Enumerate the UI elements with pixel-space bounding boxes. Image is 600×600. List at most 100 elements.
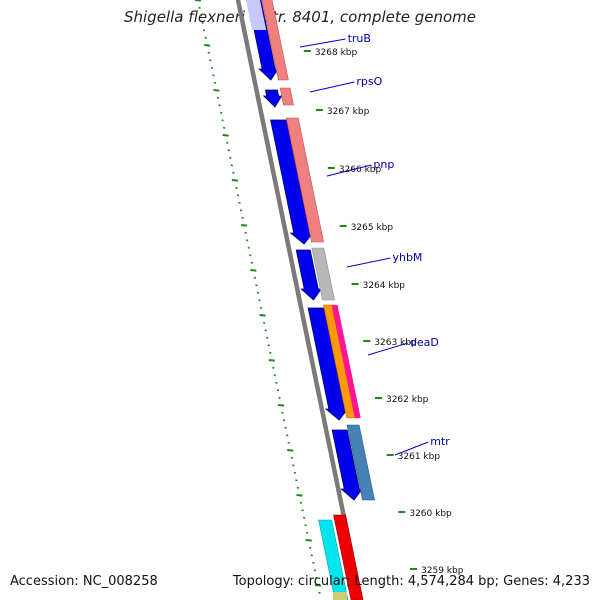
gene-leader-line <box>394 441 429 456</box>
tick-label: 3268 kbp <box>315 48 358 58</box>
gc-dot <box>262 321 266 324</box>
gc-dot <box>245 239 249 242</box>
tick-label: 3261 kbp <box>398 452 441 462</box>
gc-dot <box>249 254 252 257</box>
gc-dot <box>295 479 298 482</box>
gc-dot <box>259 306 263 309</box>
gc-dot <box>198 6 201 9</box>
gc-dot <box>230 164 234 167</box>
coordinate-ticks: 3268 kbp 3267 kbp 3266 kbp 3265 kbp 3264 kbp… <box>303 48 464 576</box>
gc-dot <box>285 434 289 437</box>
gc-dot <box>239 209 243 212</box>
gc-dot <box>313 569 317 572</box>
gc-dot <box>282 419 286 422</box>
gc-dot <box>225 141 229 144</box>
gc-dot <box>238 201 241 204</box>
gc-dot <box>301 509 304 512</box>
tick-label: 3267 kbp <box>327 107 370 117</box>
gene-leader-line <box>346 257 391 268</box>
cog-slab-mtr <box>346 424 375 501</box>
gc-dot <box>231 179 238 182</box>
tick-label: 3266 kbp <box>339 165 382 175</box>
gc-dot <box>229 156 232 159</box>
gene-leader-line <box>299 38 346 48</box>
gc-dot <box>281 411 284 414</box>
gc-dot <box>304 524 307 527</box>
gc-dot <box>305 539 312 542</box>
gc-dot <box>290 456 294 459</box>
gc-dot <box>221 119 224 122</box>
gc-dot <box>213 89 220 92</box>
gc-dot <box>218 104 221 107</box>
gc-dot <box>194 0 202 2</box>
gc-dot <box>310 554 314 557</box>
gene-labels: truB rpsO pnp yhbM deaD mtr <box>299 32 450 456</box>
gc-dot <box>232 171 235 174</box>
cds-arrow-mtr <box>331 429 364 501</box>
cog-slab-rpsO <box>279 87 294 106</box>
tick-label: 3264 kbp <box>363 281 406 291</box>
accession-label: Accession: NC_008258 <box>10 574 158 589</box>
gc-dot <box>204 36 207 39</box>
gene-label-yhbM: yhbM <box>392 251 422 264</box>
genome-title: Shigella flexneri 5 str. 8401, complete … <box>123 8 477 26</box>
gc-dot <box>267 344 270 347</box>
gene-label-truB: truB <box>348 32 371 45</box>
gc-dot <box>312 561 315 564</box>
gene-label-pnp: pnp <box>373 158 394 171</box>
gc-dot <box>315 576 318 579</box>
gc-dot <box>287 441 290 444</box>
gc-dot <box>309 546 312 549</box>
cog-slab-yhbM <box>311 247 335 301</box>
gc-dot <box>287 449 294 452</box>
gc-dot <box>216 96 220 99</box>
gc-dot <box>276 389 280 392</box>
gc-dot <box>209 59 212 62</box>
cog-slab-deaD-edge <box>331 305 361 418</box>
gene-leader-line <box>326 164 372 177</box>
gene-label-rpsO: rpsO <box>356 75 382 88</box>
gc-dot <box>244 231 247 234</box>
gene-label-deaD: deaD <box>410 336 439 349</box>
gc-dot <box>236 194 240 197</box>
gc-dot <box>296 494 303 497</box>
gc-dot <box>305 531 309 534</box>
gc-dot <box>219 111 223 114</box>
gc-dot <box>247 246 250 249</box>
gc-dot <box>314 584 322 587</box>
gene-leader-line <box>309 81 355 93</box>
cds-fade-top <box>246 0 267 30</box>
gc-dot <box>250 261 254 264</box>
gc-dot <box>268 359 275 362</box>
genome-summary-label: Topology: circular; Length: 4,574,284 bp… <box>232 574 590 589</box>
gc-dot <box>296 486 300 489</box>
gc-dot <box>222 134 229 137</box>
cog-slab-bottom <box>333 592 347 600</box>
gc-dot <box>235 186 238 189</box>
gc-dot <box>201 21 204 24</box>
gc-dot <box>292 464 295 467</box>
gc-dot <box>241 216 244 219</box>
gc-dot <box>210 66 214 69</box>
gc-dot <box>207 51 210 54</box>
gc-dot <box>302 516 306 519</box>
gc-dot <box>259 314 266 317</box>
gc-dot <box>256 291 260 294</box>
gc-dot <box>202 29 206 32</box>
gc-dot <box>199 14 203 17</box>
gc-dot <box>250 269 257 272</box>
cds-arrow-yhbM <box>295 249 323 301</box>
cog-slab-truB <box>261 0 289 81</box>
tick-label: 3260 kbp <box>409 509 452 519</box>
gc-dot <box>273 374 277 377</box>
gc-dot <box>253 276 257 279</box>
gc-dot <box>258 299 261 302</box>
gc-dot <box>278 396 281 399</box>
cog-slab-pnp <box>285 117 324 243</box>
gc-dot <box>299 501 303 504</box>
cog-slab-lower-cyan <box>318 519 349 600</box>
gc-dot <box>293 471 297 474</box>
gc-dot <box>204 44 211 47</box>
cds-arrow-rpsO <box>262 89 283 108</box>
